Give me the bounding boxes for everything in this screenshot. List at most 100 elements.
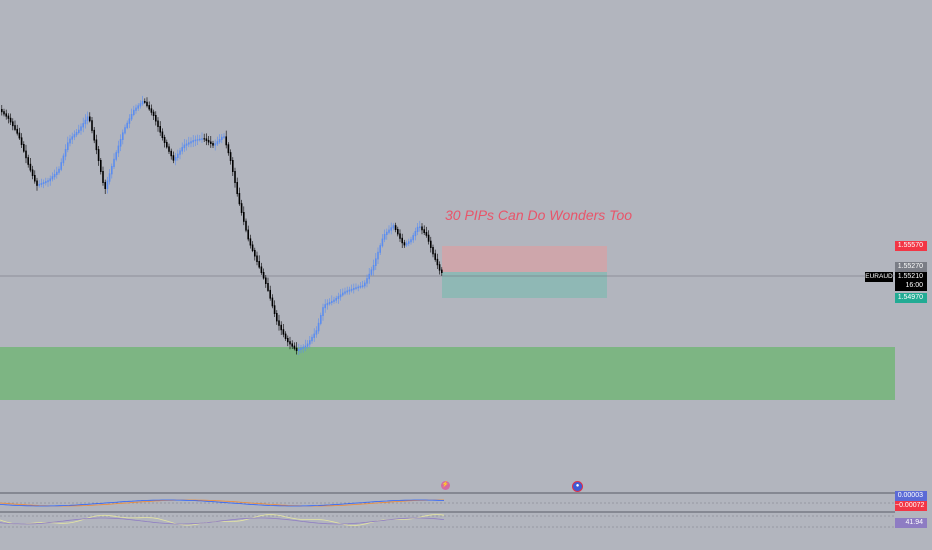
candle-body: [386, 231, 388, 235]
candle-body: [278, 320, 280, 326]
candle-body: [304, 345, 307, 348]
candle-body: [366, 278, 368, 284]
flag-icon[interactable]: ●: [572, 481, 583, 492]
candle-body: [78, 129, 80, 133]
candle-body: [91, 120, 93, 131]
candle-body: [119, 139, 122, 147]
candle-body: [115, 152, 117, 160]
candle-body: [221, 136, 223, 140]
candle-body: [218, 139, 221, 143]
candle-body: [364, 282, 366, 287]
candle-body: [62, 155, 65, 164]
candle-body: [370, 269, 373, 275]
candle-body: [203, 138, 205, 140]
candle-body: [320, 315, 322, 324]
candle-body: [344, 291, 346, 294]
candle-body: [188, 142, 190, 145]
candle-body: [229, 152, 232, 161]
candle-body: [148, 105, 150, 110]
candle-body: [34, 175, 36, 182]
candle-body: [300, 347, 302, 350]
candle-body: [56, 171, 58, 175]
candle-body: [368, 273, 370, 280]
loss-zone[interactable]: [442, 246, 607, 272]
candle-body: [295, 347, 298, 351]
candle-body: [146, 101, 148, 107]
candle-body: [225, 136, 227, 146]
chart-annotation[interactable]: 30 PIPs Can Do Wonders Too: [445, 207, 633, 223]
candle-body: [236, 182, 238, 194]
candle-body: [346, 290, 348, 293]
candle-body: [199, 138, 201, 141]
candle-body: [5, 113, 7, 117]
candle-body: [194, 139, 197, 142]
candle-body: [416, 226, 419, 232]
candle-body: [324, 304, 326, 309]
candle-body: [436, 258, 439, 266]
candle-body: [238, 193, 241, 205]
candle-body: [150, 108, 153, 113]
target-price-badge: 1.55570: [895, 241, 927, 251]
candle-body: [322, 307, 324, 316]
candle-body: [243, 212, 245, 222]
candle-body: [379, 245, 381, 253]
candle-body: [276, 313, 278, 322]
candle-body: [133, 109, 135, 115]
candle-body: [128, 118, 131, 124]
candle-body: [291, 343, 293, 347]
candle-body: [357, 286, 359, 289]
candle-body: [130, 114, 133, 120]
candle-body: [183, 144, 186, 149]
candle-body: [31, 169, 34, 176]
candle-body: [111, 166, 113, 175]
current-price-badge: 1.55210 16:00: [895, 272, 927, 291]
candle-body: [16, 128, 18, 134]
candle-body: [157, 120, 159, 127]
candle-body: [69, 138, 71, 144]
candle-body: [205, 138, 208, 141]
candle-body: [73, 134, 76, 138]
candle-body: [1, 109, 3, 113]
candle-body: [177, 153, 179, 158]
candle-body: [388, 229, 390, 233]
candle-body: [390, 227, 392, 231]
candle-body: [3, 111, 5, 115]
candles-group: [1, 95, 443, 355]
candle-body: [168, 146, 170, 152]
candle-body: [359, 285, 362, 288]
candle-body: [201, 138, 203, 140]
candle-body: [399, 233, 401, 239]
candle-body: [60, 162, 62, 170]
candle-body: [408, 241, 410, 244]
macd-badge-1: 0.00003: [895, 491, 927, 501]
candle-body: [394, 225, 397, 230]
candle-body: [419, 226, 421, 228]
demand-zone[interactable]: [0, 347, 895, 400]
macd-badge-2: −0.00072: [895, 501, 927, 511]
candle-body: [89, 116, 91, 122]
candle-body: [40, 183, 43, 185]
lightning-icon[interactable]: ⚡: [441, 481, 450, 490]
profit-zone[interactable]: [442, 272, 607, 298]
candle-body: [265, 277, 267, 284]
candle-body: [113, 158, 115, 167]
candle-body: [49, 178, 51, 182]
candle-body: [355, 287, 357, 289]
candle-body: [141, 101, 144, 105]
candle-body: [71, 136, 73, 140]
candle-body: [348, 289, 351, 292]
countdown-value: 16:00: [905, 282, 923, 289]
candle-body: [298, 348, 300, 351]
candle-body: [383, 234, 386, 240]
candle-body: [317, 322, 320, 332]
candle-body: [256, 255, 258, 262]
candle-body: [441, 269, 443, 273]
candle-body: [247, 229, 249, 240]
candle-body: [309, 340, 311, 345]
candle-body: [84, 119, 87, 125]
candle-body: [337, 296, 340, 299]
candle-body: [271, 297, 274, 307]
candle-body: [432, 247, 434, 255]
candle-body: [42, 182, 45, 184]
